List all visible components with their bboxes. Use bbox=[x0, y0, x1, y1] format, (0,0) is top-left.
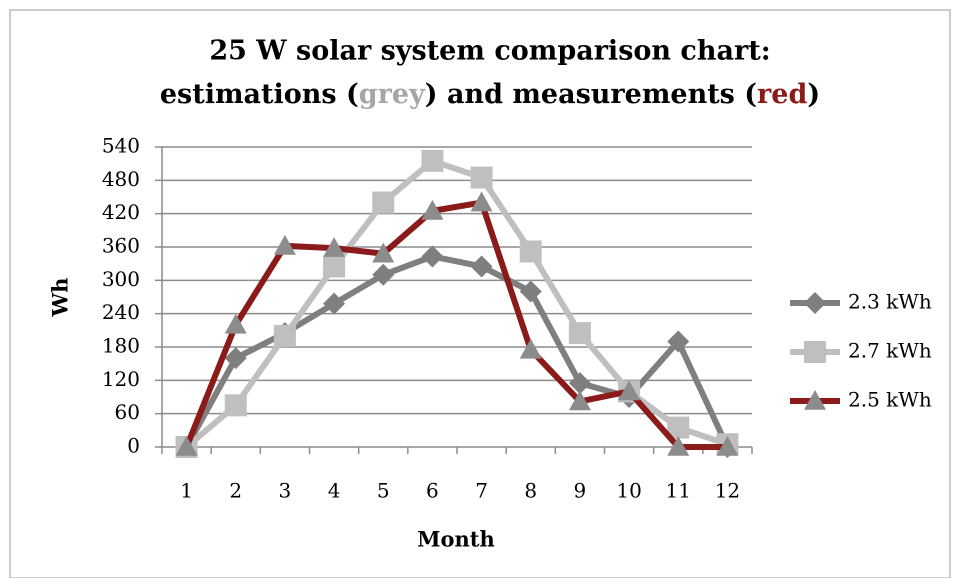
marker bbox=[470, 255, 493, 278]
marker bbox=[372, 191, 395, 214]
marker bbox=[804, 341, 826, 363]
marker bbox=[372, 263, 395, 286]
marker bbox=[323, 255, 346, 278]
title-segment: ) and measurements ( bbox=[425, 79, 757, 110]
chart-title: 25 W solar system comparison chart: bbox=[209, 36, 770, 67]
marker bbox=[470, 166, 493, 189]
marker bbox=[667, 436, 690, 456]
x-tick-label: 10 bbox=[616, 479, 641, 503]
x-tick-label: 8 bbox=[524, 479, 537, 503]
chart-title: estimations (grey) and measurements (red… bbox=[160, 79, 820, 110]
y-tick-label: 180 bbox=[102, 334, 140, 358]
y-tick-label: 300 bbox=[102, 267, 140, 291]
y-tick-label: 360 bbox=[102, 234, 140, 258]
marker bbox=[224, 394, 247, 417]
marker bbox=[421, 149, 444, 172]
legend-label: 2.3 kWh bbox=[848, 290, 932, 314]
x-tick-label: 7 bbox=[475, 479, 488, 503]
x-tick-label: 2 bbox=[229, 479, 242, 503]
legend-label: 2.5 kWh bbox=[848, 388, 932, 412]
y-tick-label: 60 bbox=[115, 400, 140, 424]
title-segment: ) bbox=[807, 79, 820, 110]
marker bbox=[421, 199, 444, 220]
marker bbox=[175, 436, 198, 456]
y-tick-label: 480 bbox=[102, 167, 140, 191]
marker bbox=[224, 313, 247, 334]
x-tick-label: 4 bbox=[328, 479, 341, 503]
marker bbox=[618, 380, 641, 401]
x-axis-title: Month bbox=[417, 527, 495, 552]
x-tick-label: 6 bbox=[426, 479, 439, 503]
marker bbox=[568, 322, 591, 345]
marker bbox=[667, 330, 690, 353]
y-tick-label: 0 bbox=[127, 434, 140, 458]
y-tick-label: 120 bbox=[102, 367, 140, 391]
x-tick-label: 1 bbox=[180, 479, 193, 503]
marker bbox=[273, 234, 296, 255]
marker bbox=[519, 338, 542, 359]
y-tick-label: 420 bbox=[102, 200, 140, 224]
marker bbox=[470, 191, 493, 212]
chart-frame bbox=[9, 9, 951, 578]
marker bbox=[273, 324, 296, 347]
marker bbox=[568, 372, 591, 395]
marker bbox=[421, 245, 444, 268]
x-tick-label: 3 bbox=[279, 479, 292, 503]
marker bbox=[372, 242, 395, 263]
marker bbox=[224, 347, 247, 370]
title-segment: red bbox=[757, 79, 807, 110]
x-tick-label: 11 bbox=[666, 479, 691, 503]
title-segment: grey bbox=[359, 79, 426, 110]
y-tick-label: 540 bbox=[102, 134, 140, 158]
title-segment: estimations ( bbox=[160, 79, 359, 110]
y-axis-title: Wh bbox=[48, 278, 73, 318]
y-tick-label: 240 bbox=[102, 300, 140, 324]
marker bbox=[804, 390, 826, 410]
x-tick-label: 5 bbox=[377, 479, 390, 503]
x-tick-label: 9 bbox=[574, 479, 587, 503]
marker bbox=[667, 416, 690, 439]
marker bbox=[568, 390, 591, 411]
marker bbox=[804, 292, 826, 314]
x-tick-label: 12 bbox=[715, 479, 740, 503]
marker bbox=[519, 280, 542, 303]
marker bbox=[323, 292, 346, 315]
marker bbox=[716, 436, 739, 456]
legend-label: 2.7 kWh bbox=[848, 339, 932, 363]
series-line bbox=[183, 199, 728, 450]
marker bbox=[323, 237, 346, 257]
marker bbox=[519, 240, 542, 263]
